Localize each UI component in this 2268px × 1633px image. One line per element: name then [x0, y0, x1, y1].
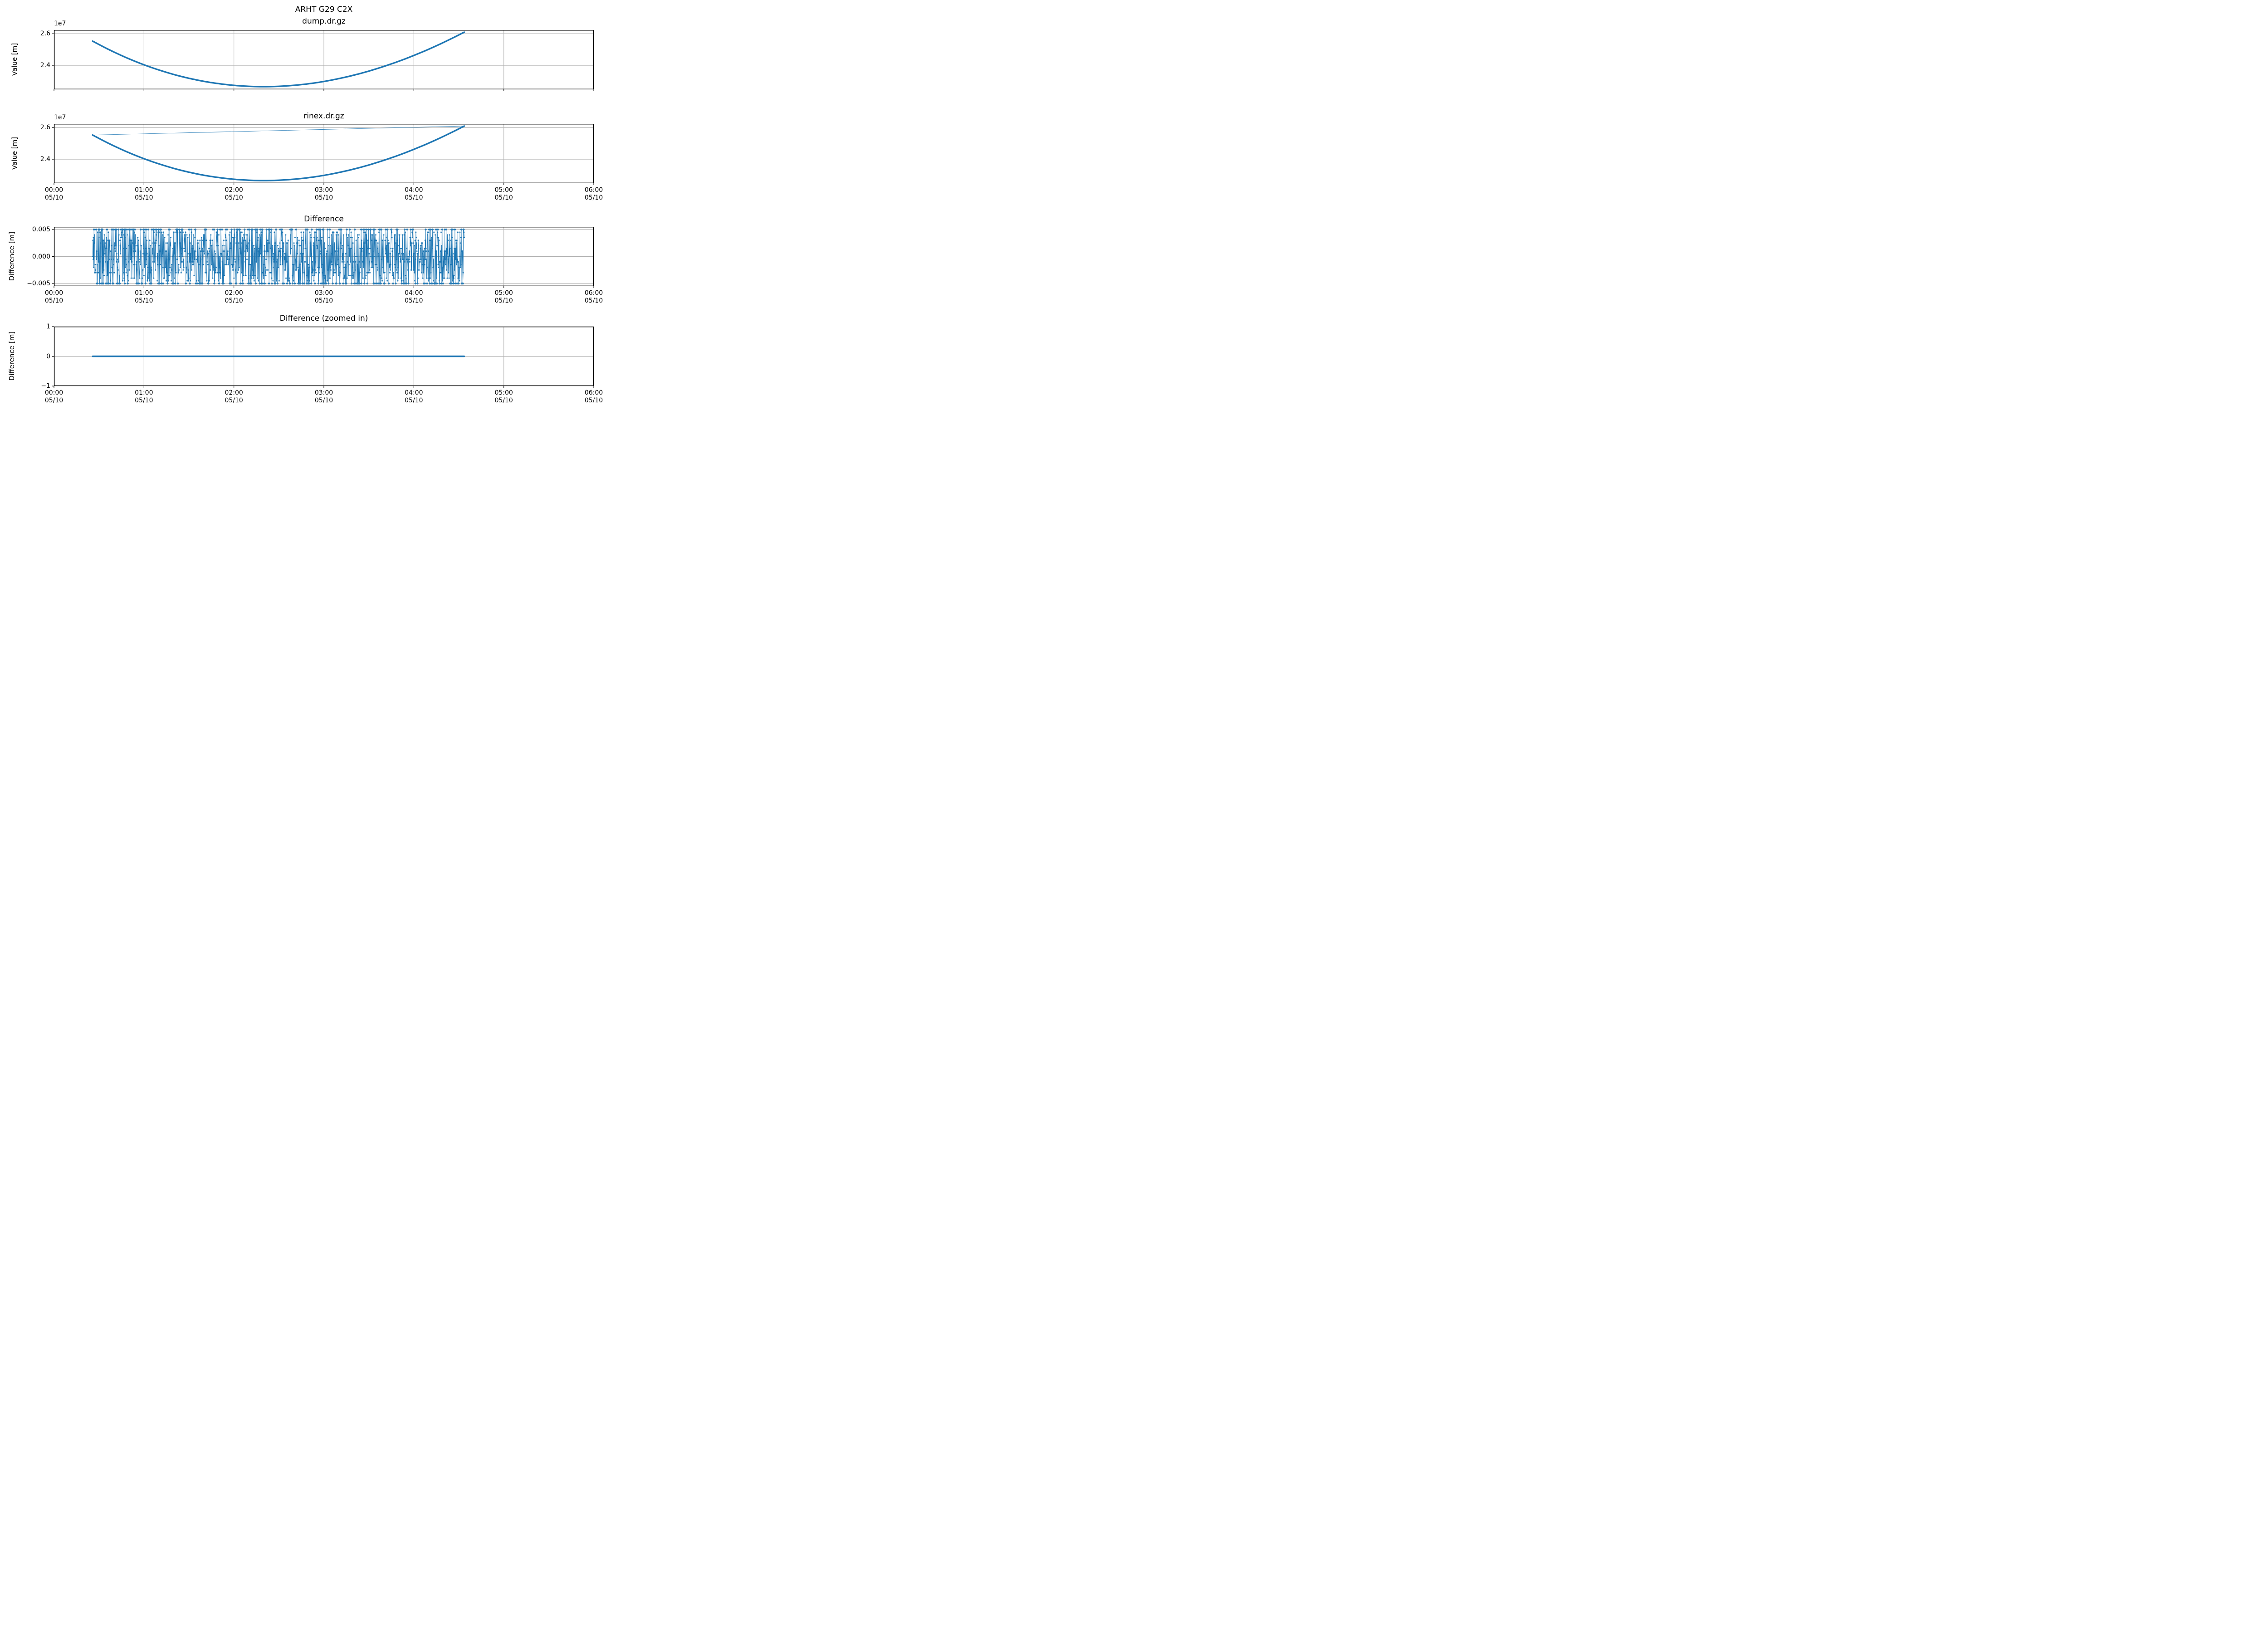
- xtick-date-label: 05/10: [44, 397, 64, 404]
- ytick-label-dump: 2.6: [40, 30, 50, 38]
- xtick-time-label: 00:00: [44, 389, 64, 396]
- xtick-time-label: 05:00: [494, 289, 513, 297]
- xtick-time-label: 05:00: [494, 186, 513, 194]
- xtick-date-label: 05/10: [584, 297, 603, 304]
- y-offset-text-dump: 1e7: [54, 20, 66, 27]
- xtick-date-label: 05/10: [494, 194, 513, 201]
- xtick-time-label: 02:00: [225, 389, 243, 396]
- xtick-date-label: 05/10: [135, 297, 153, 304]
- ytick-label-difference: 0.000: [32, 253, 50, 260]
- xtick-date-label: 05/10: [494, 397, 513, 404]
- subplot-difference-zoomed-title: Difference (zoomed in): [279, 314, 368, 323]
- xtick-date-label: 05/10: [135, 397, 153, 404]
- xtick-time-label: 03:00: [314, 389, 333, 396]
- ytick-label-difference-zoomed: 0: [46, 352, 50, 360]
- ytick-label-rinex: 2.4: [40, 156, 50, 163]
- ytick-label-difference: 0.005: [32, 225, 50, 233]
- xtick-date-label: 05/10: [314, 194, 333, 201]
- subplot-dump-title-line1: ARHT G29 C2X: [295, 5, 353, 14]
- xtick-date-label: 05/10: [225, 297, 243, 304]
- xtick-time-label: 03:00: [314, 289, 333, 297]
- ytick-label-dump: 2.4: [40, 62, 50, 69]
- ytick-label-difference-zoomed: −1: [41, 382, 50, 390]
- xtick-time-label: 00:00: [44, 186, 64, 194]
- axes-spines: [54, 123, 594, 184]
- subplot-rinex-canvas: [52, 123, 594, 185]
- xtick-time-label: 06:00: [584, 389, 603, 396]
- xtick-time-label: 06:00: [584, 289, 603, 297]
- xtick-date-label: 05/10: [225, 397, 243, 404]
- xtick-time-label: 02:00: [225, 186, 243, 194]
- xtick-date-label: 05/10: [494, 297, 513, 304]
- series-line-dump: [92, 31, 465, 88]
- subplot-difference-title: Difference: [304, 215, 344, 224]
- wrap-around-line: [93, 126, 464, 136]
- ytick-label-difference-zoomed: 1: [46, 323, 50, 330]
- subplot-rinex-title: rinex.dr.gz: [303, 112, 344, 121]
- xtick-date-label: 05/10: [405, 297, 423, 304]
- xtick-date-label: 05/10: [584, 194, 603, 201]
- xtick-date-label: 05/10: [584, 397, 603, 404]
- ytick-label-rinex: 2.6: [40, 124, 50, 132]
- xtick-date-label: 05/10: [44, 297, 64, 304]
- axes-spines: [54, 29, 594, 90]
- ylabel-rinex: Value [m]: [10, 137, 19, 170]
- xtick-date-label: 05/10: [44, 194, 64, 201]
- subplot-dump-title-line2: dump.dr.gz: [302, 17, 346, 26]
- subplot-dump-canvas: [52, 29, 594, 91]
- series-line-rinex: [92, 125, 465, 181]
- xtick-time-label: 02:00: [225, 289, 243, 297]
- xtick-date-label: 05/10: [405, 397, 423, 404]
- xtick-time-label: 03:00: [314, 186, 333, 194]
- xtick-time-label: 04:00: [405, 186, 423, 194]
- xtick-time-label: 01:00: [135, 389, 153, 396]
- ylabel-dump: Value [m]: [10, 43, 19, 76]
- y-offset-text-rinex: 1e7: [54, 114, 66, 121]
- subplot-difference-zoomed-canvas: [52, 326, 594, 388]
- xtick-date-label: 05/10: [225, 194, 243, 201]
- subplot-difference-canvas: [52, 226, 594, 288]
- xtick-time-label: 01:00: [135, 289, 153, 297]
- figure-arht-g29-c2x: ARHT G29 C2X dump.dr.gz rinex.dr.gz Diff…: [0, 0, 612, 408]
- ytick-label-difference: −0.005: [27, 280, 50, 288]
- xtick-date-label: 05/10: [314, 297, 333, 304]
- xtick-time-label: 04:00: [405, 389, 423, 396]
- xtick-date-label: 05/10: [135, 194, 153, 201]
- xtick-time-label: 01:00: [135, 186, 153, 194]
- axes-spines: [54, 326, 594, 386]
- axes-spines: [54, 226, 594, 287]
- xtick-time-label: 00:00: [44, 289, 64, 297]
- xtick-time-label: 05:00: [494, 389, 513, 396]
- difference-noise-markers: [92, 228, 465, 285]
- difference-noise-band: [92, 229, 464, 284]
- xtick-date-label: 05/10: [314, 397, 333, 404]
- xtick-time-label: 04:00: [405, 289, 423, 297]
- xtick-time-label: 06:00: [584, 186, 603, 194]
- xtick-date-label: 05/10: [405, 194, 423, 201]
